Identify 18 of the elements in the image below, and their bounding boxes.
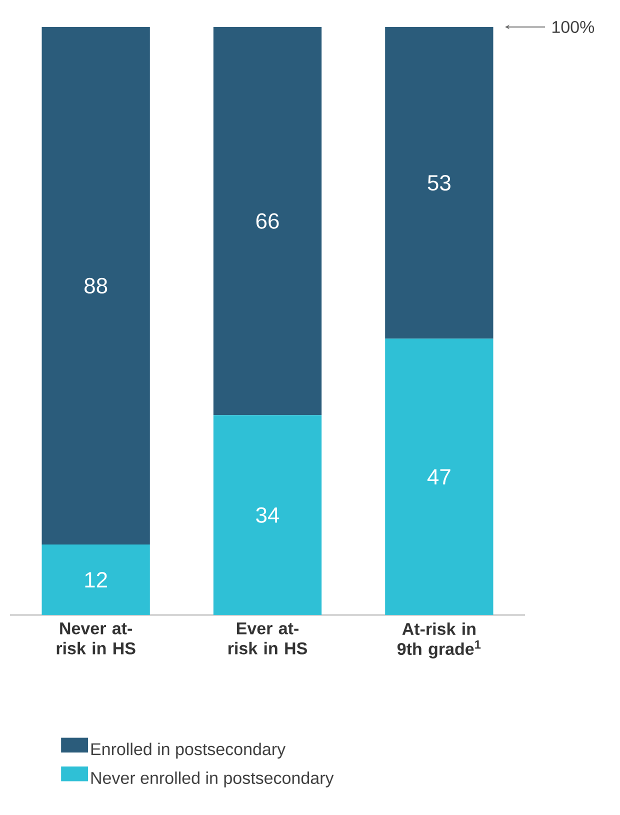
x-tick-label: Never at-risk in HS	[56, 622, 136, 654]
bar	[385, 338, 494, 615]
bar	[213, 415, 322, 615]
x-tick-label: Ever at-risk in HS	[228, 622, 307, 654]
x-tick-label: At-risk in 9th grade$^{1}$	[397, 622, 481, 658]
bar	[42, 544, 150, 615]
data-label: 12	[85, 572, 107, 588]
legend-label: Never enrolled in postsecondary	[91, 772, 334, 788]
bar	[385, 26, 494, 339]
data-label: 88	[84, 278, 108, 294]
legend-label: Enrolled in postsecondary	[91, 742, 286, 759]
data-label: 34	[256, 507, 280, 523]
bar	[213, 26, 322, 416]
data-label: 53	[428, 175, 450, 191]
data-label: 47	[427, 469, 450, 484]
data-label: 66	[256, 213, 279, 229]
ref-line-label: 100%	[552, 20, 594, 34]
bar	[42, 26, 150, 544]
